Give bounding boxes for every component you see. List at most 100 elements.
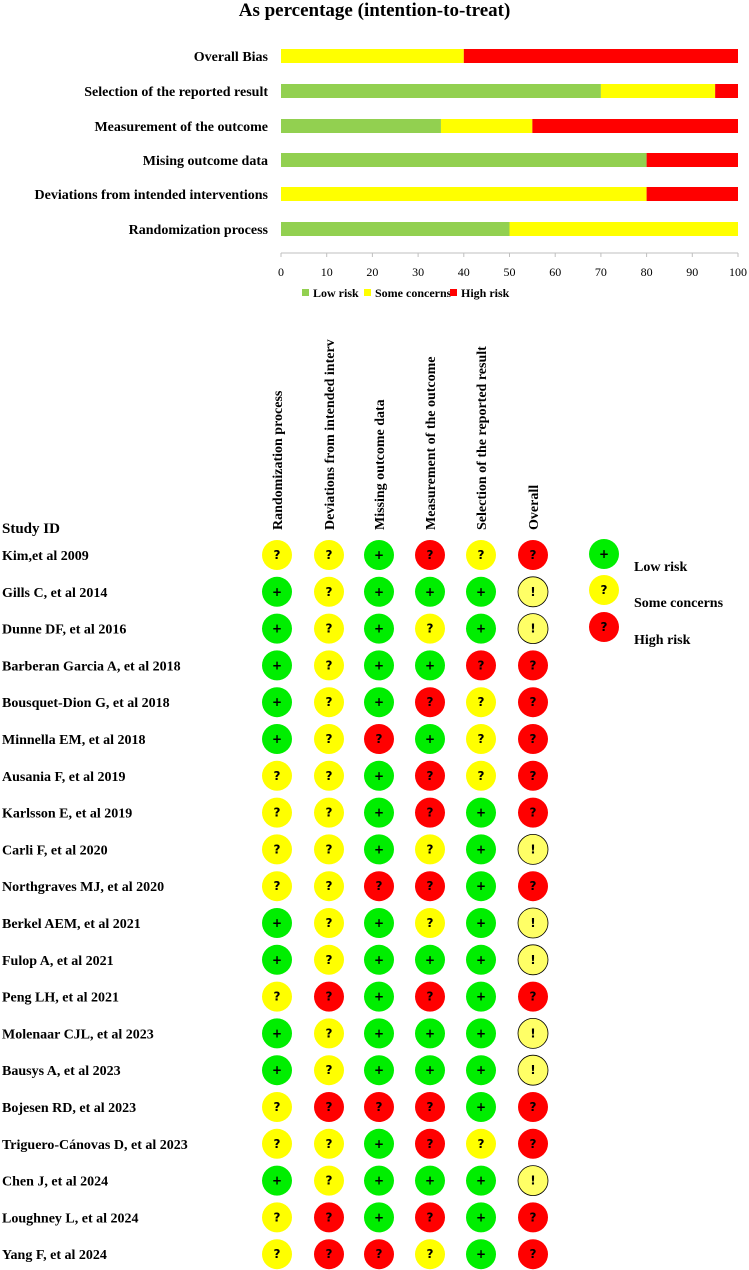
rating-glyph: ? [326,548,333,562]
rating-circle [518,871,548,902]
study-label: Fulop A, et al 2021 [2,954,114,969]
rating-glyph: ? [326,879,333,893]
rating-glyph: ? [427,806,434,820]
rating-glyph: ? [326,695,333,709]
rating-circle [262,871,292,902]
rating-circle [364,613,394,644]
category-label: Selection of the reported result [84,85,268,100]
rating-glyph: + [374,953,384,967]
rating-glyph: ? [376,1100,383,1114]
rating-glyph: ? [478,658,485,672]
rating-circle [364,724,394,754]
rating-glyph: + [272,622,282,636]
category-label: Mising outcome data [143,154,268,169]
rating-glyph: ? [326,585,333,599]
rating-glyph: + [476,990,486,1004]
rating-glyph: + [599,547,609,561]
rating-glyph: ! [530,1174,535,1188]
x-tick-label: 40 [458,265,470,279]
rating-glyph: ? [530,548,537,562]
rating-circle [415,1092,445,1122]
rating-circle [262,760,292,791]
rating-glyph: + [374,1063,384,1077]
x-tick-label: 30 [412,265,424,279]
rating-glyph: ? [326,1210,333,1224]
rating-glyph: ? [478,548,485,562]
rating-circle [364,1018,394,1049]
study-label: Bojesen RD, et al 2023 [2,1101,136,1116]
rating-circle [466,760,496,791]
rating-circle [364,908,394,938]
rating-circle [517,1054,549,1086]
rating-glyph: + [425,658,435,672]
rating-glyph: + [476,622,486,636]
rating-glyph: + [374,1026,384,1040]
study-label: Yang F, et al 2024 [2,1248,107,1263]
rating-glyph: ? [274,806,281,820]
rating-circle [364,834,394,865]
rating-circle [314,981,344,1012]
rating-circle [518,981,548,1012]
rating-glyph: ? [326,732,333,746]
rating-circle [314,871,344,902]
column-header: Deviations from intended interv [323,339,338,530]
rating-glyph: + [272,585,282,599]
rating-glyph: ? [274,842,281,856]
rating-glyph: + [272,1026,282,1040]
rating-circle [314,1202,344,1233]
rating-glyph: ? [274,990,281,1004]
rating-glyph: ? [478,769,485,783]
rating-glyph: ? [478,695,485,709]
rating-circle [364,1128,394,1159]
rating-circle [262,576,292,607]
column-header: Randomization process [271,390,286,530]
rating-circle [517,907,549,939]
category-label: Deviations from intended interventions [35,188,269,203]
rating-circle [466,1018,496,1049]
rating-circle [364,1055,394,1086]
rating-circle [518,687,548,718]
rating-glyph: ? [530,879,537,893]
rating-glyph: ? [427,622,434,636]
rating-glyph: ! [530,953,535,967]
rating-circle [364,687,394,718]
rating-circle [518,1128,548,1159]
rating-circle [518,1202,548,1233]
x-tick-label: 90 [686,265,698,279]
rating-circle [518,724,548,754]
rating-glyph: + [272,916,282,930]
study-label: Gills C, et al 2014 [2,586,107,601]
rating-glyph: ? [601,620,608,634]
rating-circle [517,613,549,644]
bar-segment [281,84,601,98]
rating-glyph: ? [326,1174,333,1188]
rating-glyph: ? [274,879,281,893]
rating-glyph: + [476,1100,486,1114]
rating-circle [415,908,445,938]
rating-glyph: + [374,622,384,636]
column-header: Missing outcome data [373,399,388,530]
rating-circle [262,1239,292,1270]
study-label: Barberan Garcia A, et al 2018 [2,659,181,674]
rating-circle [364,944,394,975]
rating-circle [364,760,394,791]
rating-glyph: ? [326,1247,333,1261]
rating-glyph: ! [530,622,535,636]
rating-glyph: ? [274,548,281,562]
rating-glyph: + [272,953,282,967]
rating-glyph: ? [376,879,383,893]
rating-circle [466,1165,496,1196]
rating-circle [466,1239,496,1270]
rating-glyph: ? [478,1137,485,1151]
rating-circle [415,576,445,607]
study-label: Minnella EM, et al 2018 [2,733,146,748]
rating-glyph: + [476,842,486,856]
rating-glyph: ? [326,1063,333,1077]
rating-glyph: + [476,806,486,820]
x-tick-label: 80 [641,265,653,279]
rating-circle [314,540,344,570]
rating-circle [364,540,394,570]
study-label: Karlsson E, et al 2019 [2,807,132,822]
study-label: Northgraves MJ, et al 2020 [2,880,164,895]
rating-glyph: + [476,1026,486,1040]
